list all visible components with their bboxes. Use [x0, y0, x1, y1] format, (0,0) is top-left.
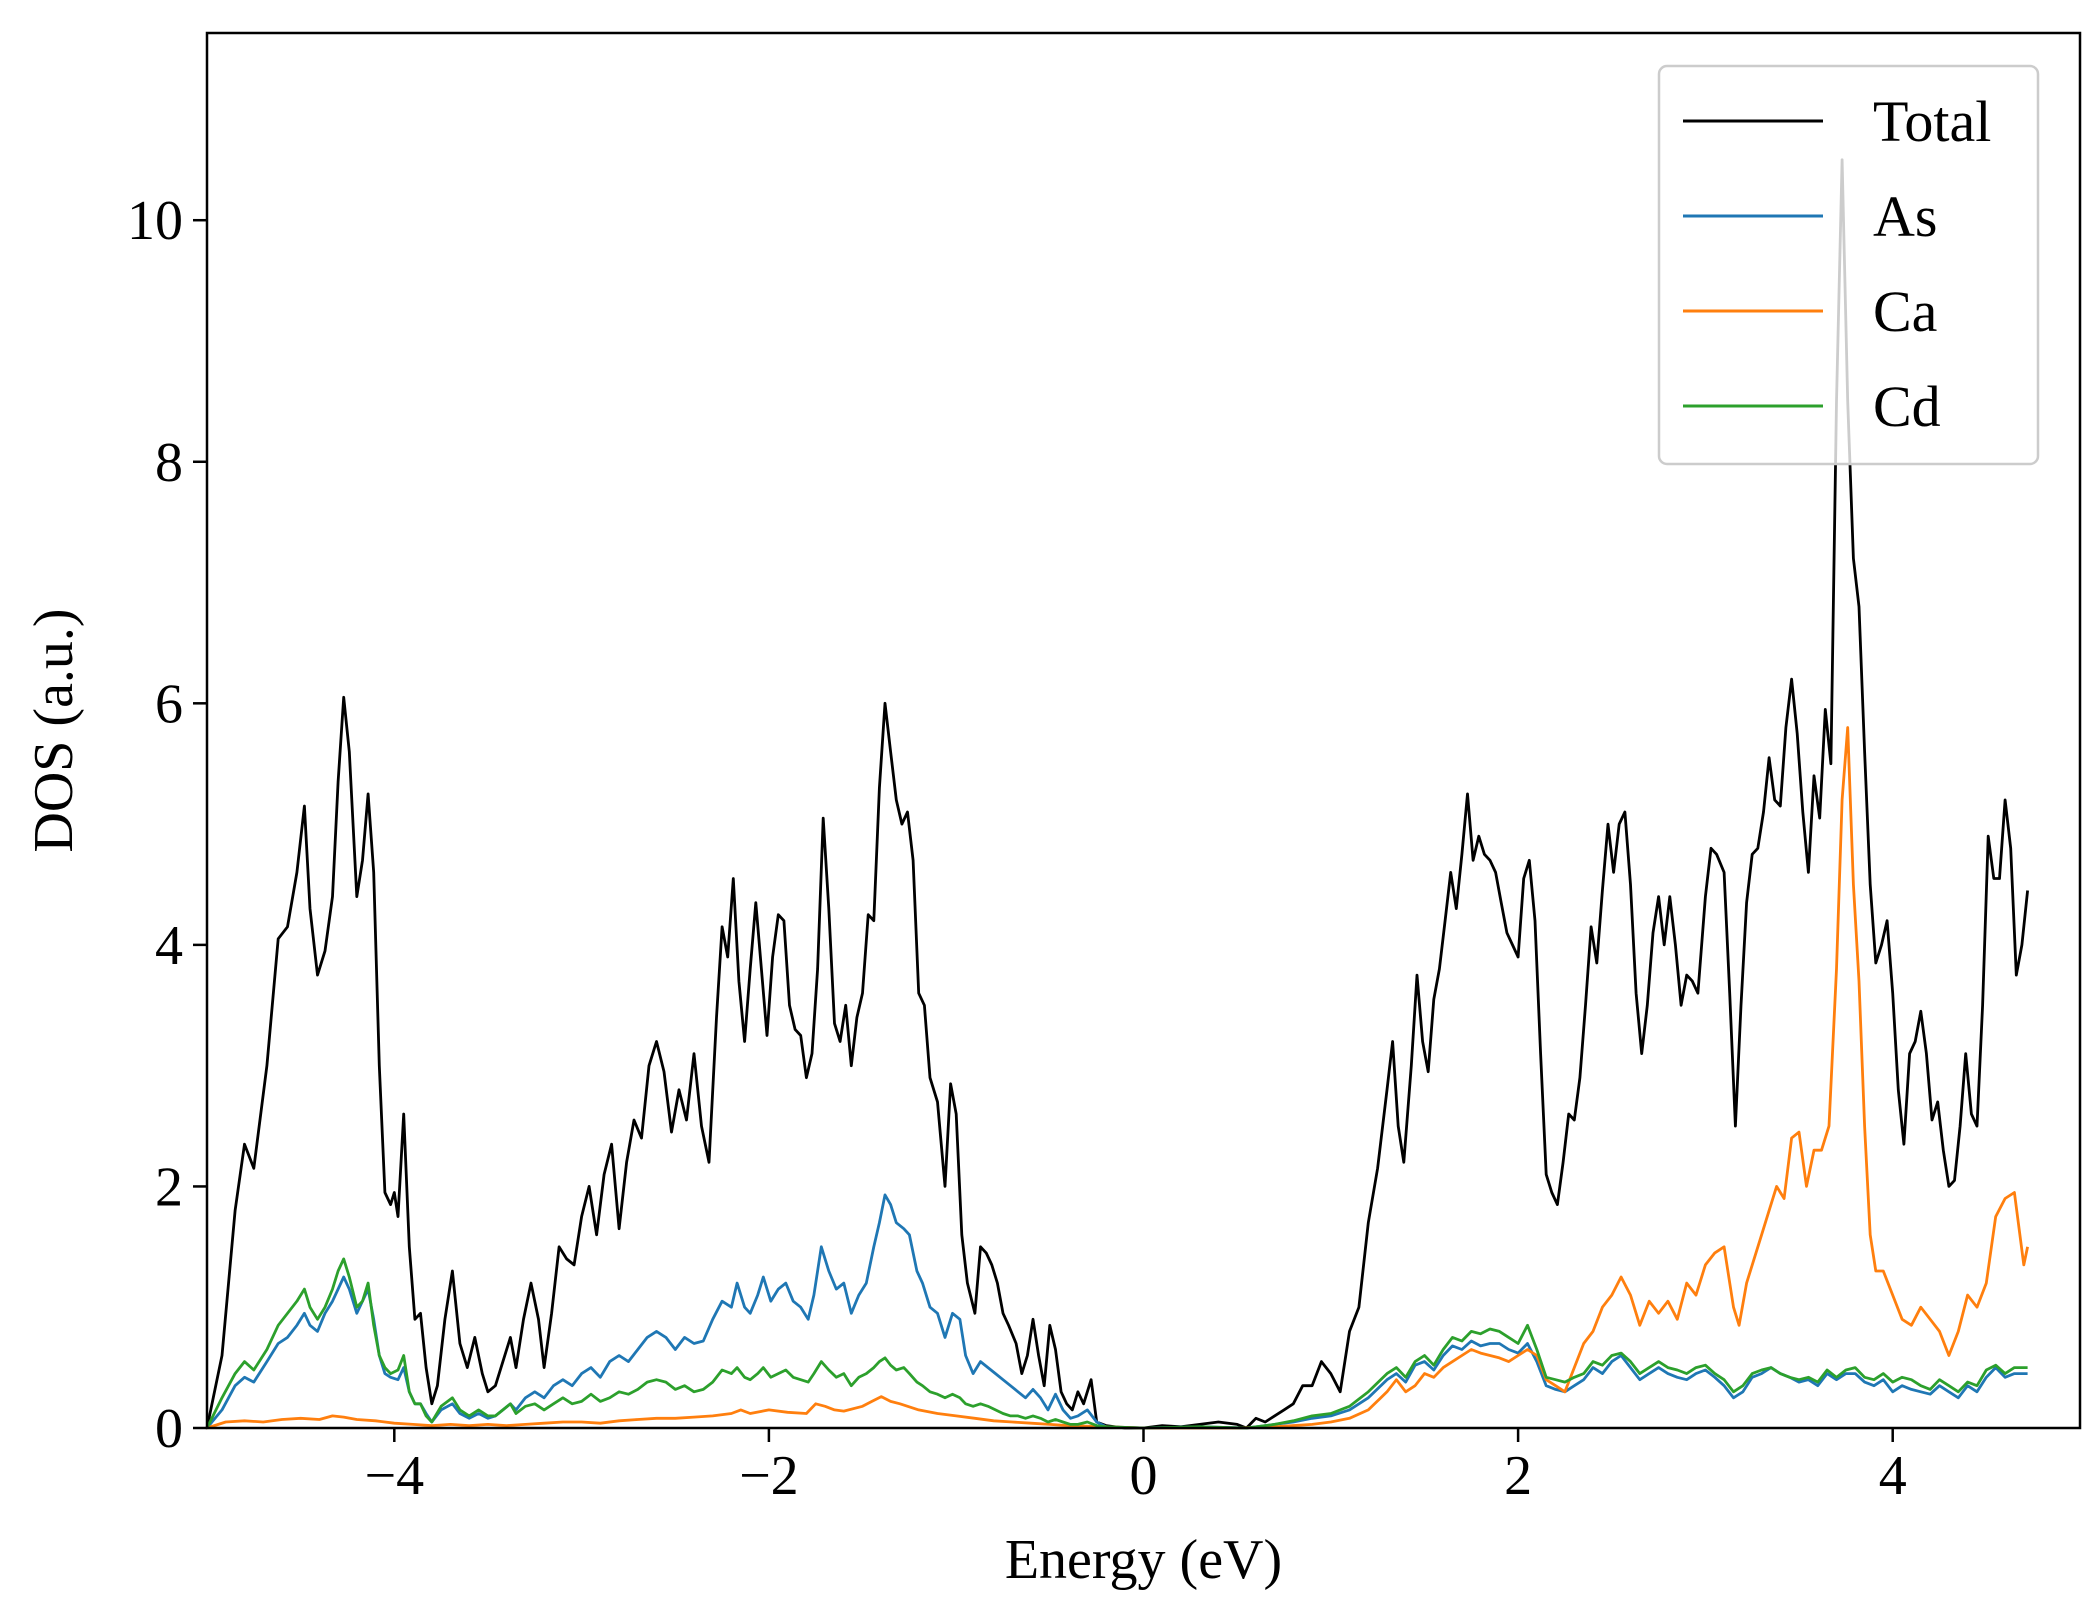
x-axis-label: Energy (eV) [1005, 1529, 1282, 1591]
legend-label-as: As [1873, 184, 1937, 249]
y-axis-label: DOS (a.u.) [23, 608, 85, 852]
legend-box [1657, 64, 2040, 466]
legend: Total As Ca Cd [1657, 64, 2040, 466]
y-tick-label: 2 [155, 1156, 183, 1218]
y-tick-label: 0 [155, 1398, 183, 1460]
tick-layer: −4 −2 0 2 4 0 2 4 6 8 10 [127, 190, 1907, 1507]
x-tick-label: 4 [1879, 1445, 1907, 1507]
x-tick-label: −4 [365, 1445, 425, 1507]
y-tick-label: 6 [155, 673, 183, 735]
x-tick-label: −2 [739, 1445, 799, 1507]
x-tick-label: 2 [1504, 1445, 1532, 1507]
y-tick-label: 8 [155, 432, 183, 494]
series-line-cd [205, 1257, 2028, 1430]
series-layer [205, 158, 2029, 1430]
series-line-ca [206, 726, 2029, 1430]
y-tick-label: 4 [155, 915, 183, 977]
x-tick-label: 0 [1130, 1445, 1158, 1507]
legend-label-ca: Ca [1873, 279, 1937, 344]
legend-label-cd: Cd [1873, 374, 1941, 439]
series-line-as [205, 1193, 2028, 1430]
legend-label-total: Total [1873, 89, 1991, 154]
y-tick-label: 10 [127, 190, 183, 252]
